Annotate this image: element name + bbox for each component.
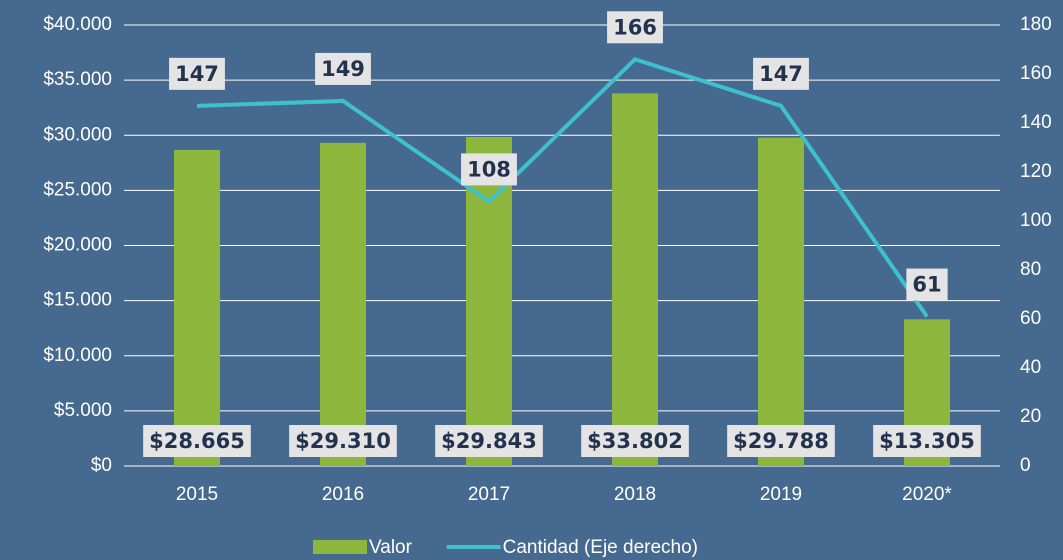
y2-tick-label: 60 — [1020, 308, 1041, 329]
bar-label: $28.665 — [149, 429, 245, 453]
y2-tick-label: 0 — [1020, 455, 1031, 476]
y-tick-label: $15.000 — [43, 290, 112, 311]
y2-tick-label: 180 — [1020, 14, 1052, 35]
line-label-box — [461, 153, 517, 186]
bar-label-box — [873, 425, 981, 457]
line — [196, 57, 929, 318]
legend-label: Valor — [369, 537, 413, 558]
y2-tick-label: 80 — [1020, 259, 1041, 280]
bar-label: $29.310 — [295, 429, 391, 453]
y2-tick-label: 40 — [1020, 357, 1041, 378]
x-tick-label: 2015 — [176, 484, 218, 505]
bar-label-box — [581, 425, 689, 457]
bar-label-box — [143, 425, 251, 457]
y-tick-label: $0 — [91, 455, 112, 476]
line-label-box — [753, 57, 809, 90]
bar — [612, 93, 658, 466]
y2-tick-label: 120 — [1020, 161, 1052, 182]
line-label-box — [169, 57, 225, 90]
y-tick-label: $35.000 — [43, 69, 112, 90]
bar-label-box — [435, 425, 543, 457]
line-label: 61 — [912, 273, 941, 297]
y-tick-label: $5.000 — [54, 400, 112, 421]
line-label: 108 — [467, 157, 511, 181]
bar-label: $13.305 — [879, 429, 975, 453]
bar-label-box — [727, 425, 835, 457]
bar-label: $29.788 — [733, 429, 829, 453]
line-label: 149 — [321, 57, 365, 81]
bar-label: $33.802 — [587, 429, 683, 453]
y-tick-label: $30.000 — [43, 124, 112, 145]
y2-tick-label: 160 — [1020, 63, 1052, 84]
y-tick-label: $10.000 — [43, 345, 112, 366]
y2-tick-label: 20 — [1020, 406, 1041, 427]
y-tick-label: $40.000 — [43, 14, 112, 35]
bar — [174, 149, 220, 466]
bar — [320, 142, 366, 467]
bar-label: $29.843 — [441, 429, 537, 453]
line-label: 147 — [175, 62, 219, 86]
line-label-box — [607, 11, 663, 44]
x-tick-label: 2019 — [760, 484, 802, 505]
x-tick-label: 2020* — [902, 484, 952, 505]
line-label: 147 — [759, 62, 803, 86]
x-tick-label: 2018 — [614, 484, 656, 505]
legend-label: Cantidad (Eje derecho) — [503, 537, 698, 558]
bar-label-box — [289, 425, 397, 457]
y-tick-label: $20.000 — [43, 235, 112, 256]
x-tick-label: 2016 — [322, 484, 364, 505]
y2-tick-label: 100 — [1020, 210, 1052, 231]
line-label-box — [906, 268, 948, 301]
y2-tick-label: 140 — [1020, 112, 1052, 133]
bar — [758, 137, 804, 467]
legend-swatch — [313, 540, 367, 554]
y-tick-label: $25.000 — [43, 179, 112, 200]
line-label: 166 — [613, 15, 657, 39]
line-label-box — [315, 52, 371, 85]
x-tick-label: 2017 — [468, 484, 510, 505]
